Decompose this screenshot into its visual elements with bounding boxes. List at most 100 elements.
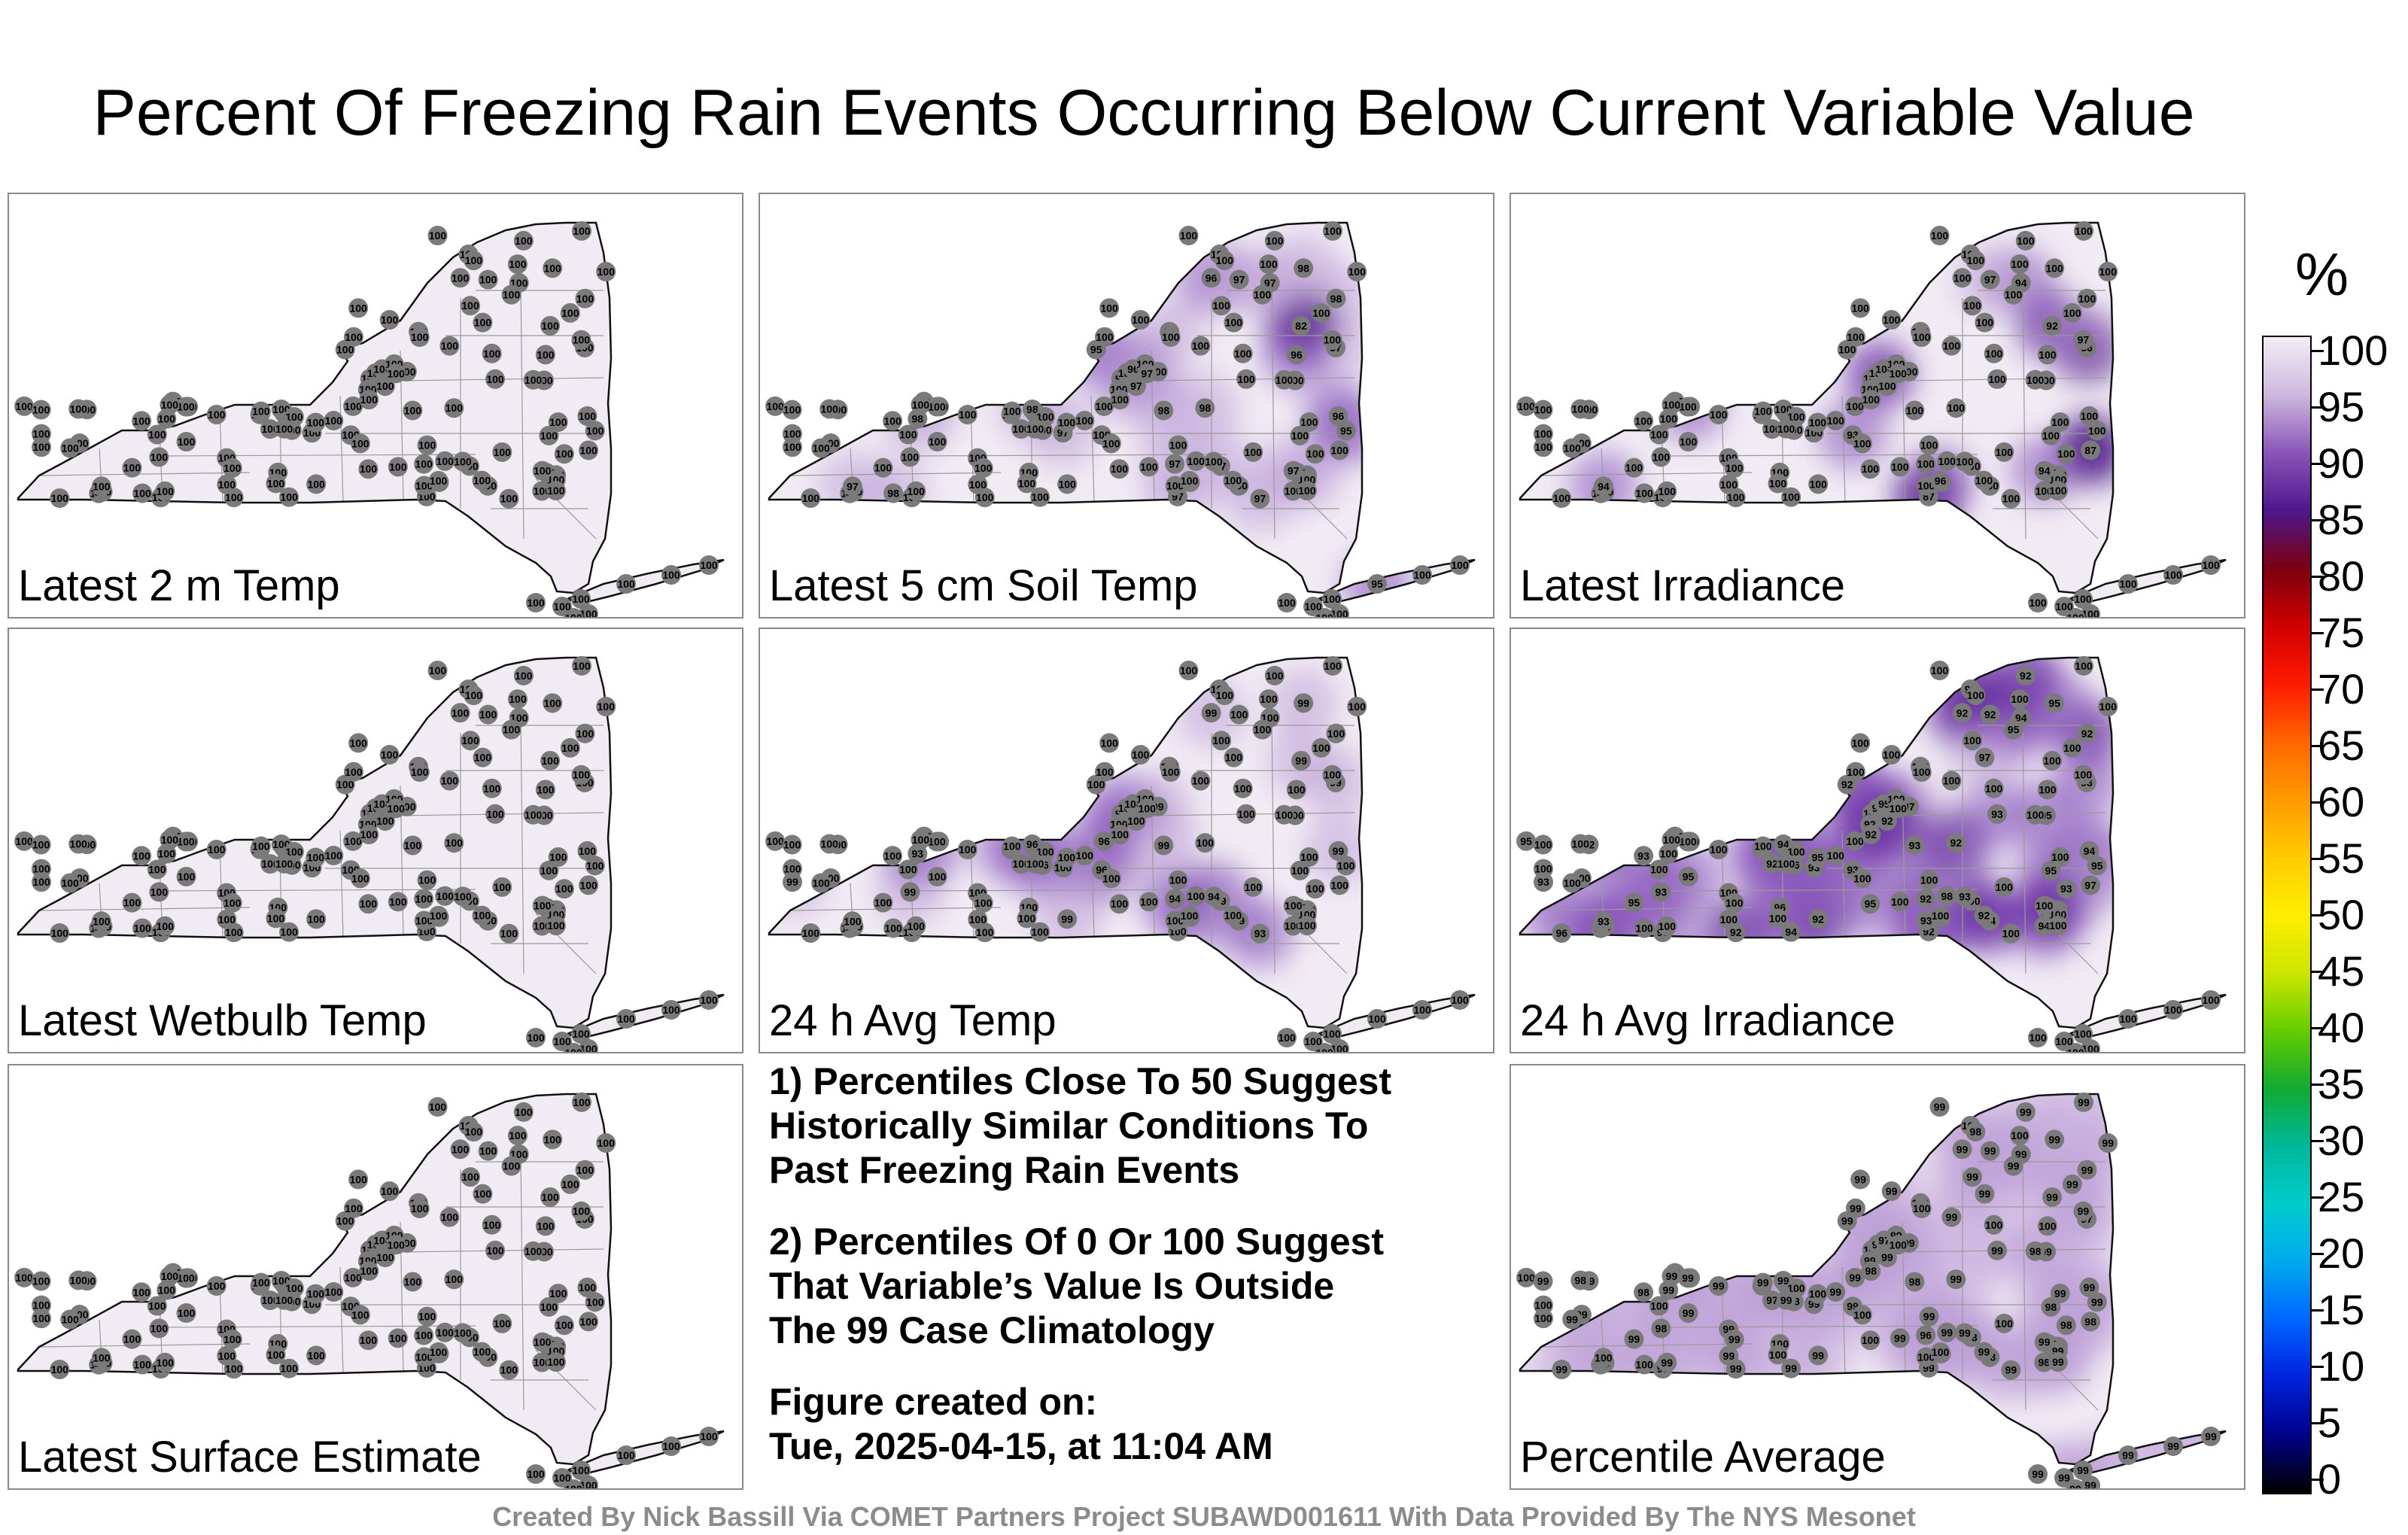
- station-marker: [1860, 1330, 1880, 1351]
- station-value: 100: [1680, 436, 1698, 448]
- station-marker: [1987, 369, 2008, 389]
- station-marker: [359, 825, 379, 845]
- station-marker: [1852, 433, 1872, 454]
- station-value: 100: [540, 1301, 558, 1313]
- station-value: 100: [157, 485, 175, 497]
- station-marker: [575, 288, 595, 309]
- station-value: 96: [1333, 410, 1345, 422]
- station-marker: [699, 1427, 719, 1446]
- station-marker: [155, 1352, 175, 1372]
- station-value: 100: [1727, 491, 1745, 503]
- station-value: 100: [1652, 451, 1671, 463]
- station-marker: [1980, 1141, 2000, 1161]
- station-marker: [927, 866, 947, 886]
- station-marker: [427, 1097, 448, 1117]
- station-marker: [343, 761, 363, 782]
- station-value: 100: [2039, 783, 2057, 795]
- station-value: 100: [579, 879, 597, 891]
- station-marker: [1328, 406, 1348, 426]
- station-value: 93: [2060, 883, 2072, 895]
- station-marker: [417, 435, 437, 455]
- station-marker: [1808, 412, 1828, 433]
- station-value: 100: [1095, 400, 1113, 412]
- station-marker: [811, 873, 832, 893]
- station-marker: [1094, 327, 1114, 347]
- county-line: [38, 472, 251, 476]
- station-marker: [1966, 685, 1986, 706]
- station-value: 100: [133, 487, 151, 499]
- station-marker: [482, 1214, 502, 1235]
- station-value: 100: [503, 1160, 521, 1172]
- station-marker: [358, 894, 379, 914]
- station-marker: [2073, 1461, 2093, 1480]
- station-marker: [1963, 1167, 1983, 1187]
- station-value: 99: [1663, 1284, 1675, 1296]
- station-marker: [175, 397, 196, 417]
- station-marker: [1258, 254, 1278, 275]
- station-marker: [155, 916, 175, 936]
- station-marker: [1808, 909, 1829, 929]
- station-value: 100: [2011, 258, 2029, 270]
- station-marker: [1303, 1032, 1323, 1051]
- station-marker: [379, 310, 400, 330]
- station-marker: [348, 733, 369, 753]
- station-marker: [957, 839, 977, 859]
- colorbar-tick-mark: [2310, 858, 2324, 860]
- station-marker: [2077, 723, 2097, 743]
- colorbar-tick-mark: [2310, 406, 2324, 409]
- station-marker: [2081, 1039, 2100, 1052]
- station-value: 100: [766, 400, 784, 412]
- station-value: 99: [1297, 697, 1309, 709]
- ny-map: 1001001001001001001001001001001001001001…: [14, 220, 725, 617]
- station-value: 100: [415, 1351, 433, 1363]
- station-marker: [343, 1198, 363, 1218]
- station-marker: [2087, 1292, 2107, 1312]
- station-value: 100: [2055, 600, 2073, 612]
- station-value: 100: [1534, 1299, 1552, 1312]
- station-marker: [482, 778, 502, 798]
- station-value: 100: [93, 1351, 111, 1363]
- station-marker: [2079, 840, 2099, 861]
- station-value: 99: [1730, 1363, 1742, 1375]
- station-marker: [1516, 1267, 1537, 1287]
- station-marker: [359, 1261, 379, 1281]
- station-value: 100: [541, 755, 559, 767]
- station-marker: [1929, 1097, 1950, 1117]
- station-marker: [2056, 1315, 2076, 1336]
- station-value: 98: [1199, 402, 1212, 414]
- station-marker: [473, 1184, 493, 1204]
- station-value: 100: [441, 1211, 459, 1223]
- station-marker: [1881, 1181, 1902, 1202]
- station-value: 100: [208, 843, 226, 856]
- station-value: 100: [123, 1333, 141, 1345]
- station-marker: [1195, 398, 1215, 418]
- note-line: Tue, 2025-04-15, at 11:04 AM: [769, 1425, 1273, 1467]
- station-marker: [1057, 474, 1078, 494]
- station-value: 100: [123, 897, 141, 909]
- station-value: 100: [1018, 912, 1036, 924]
- station-marker: [546, 1352, 566, 1372]
- station-value: 100: [267, 1348, 285, 1360]
- station-value: 100: [1087, 779, 1105, 791]
- station-marker: [1911, 762, 1932, 783]
- station-marker: [176, 866, 196, 886]
- station-value: 100: [527, 597, 545, 609]
- station-value: 94: [2015, 712, 2027, 724]
- station-value: 100: [1111, 463, 1129, 475]
- station-marker: [1662, 1266, 1682, 1286]
- station-value: 99: [1886, 1185, 1898, 1197]
- station-marker: [91, 911, 111, 932]
- station-marker: [350, 868, 370, 889]
- station-marker: [2054, 1468, 2074, 1488]
- station-marker: [14, 396, 35, 416]
- station-marker: [1937, 451, 1957, 471]
- station-value: 100: [976, 926, 994, 938]
- station-value: 100: [617, 1449, 635, 1461]
- station-value: 100: [325, 415, 343, 427]
- station-value: 100: [1140, 460, 1158, 473]
- station-marker: [386, 363, 406, 384]
- station-marker: [403, 400, 423, 421]
- station-value: 100: [451, 1143, 470, 1155]
- station-value: 99: [2032, 1468, 2044, 1480]
- station-value: 98: [2060, 1319, 2072, 1331]
